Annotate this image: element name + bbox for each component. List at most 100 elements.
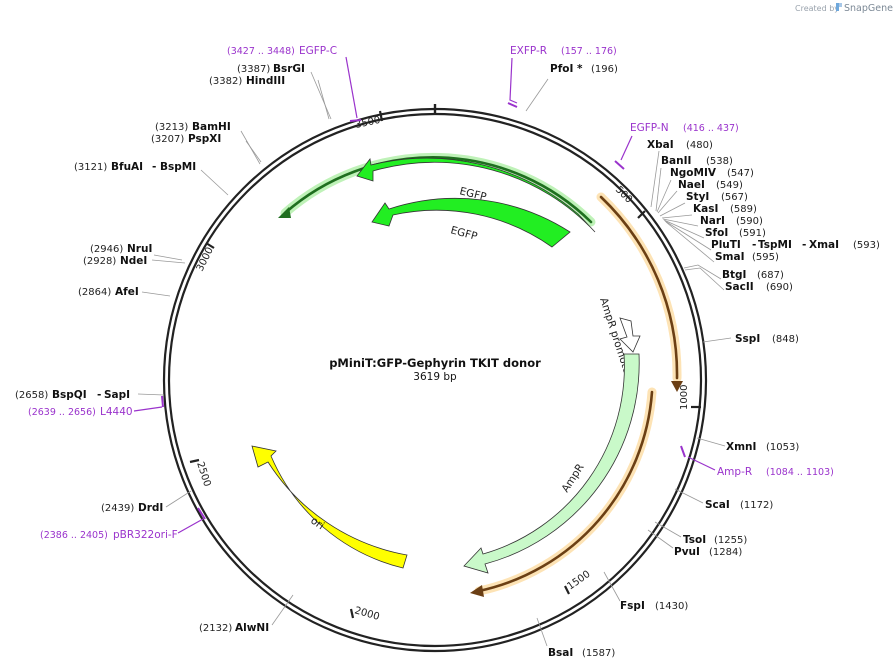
site-nari[interactable]: NarI (590) xyxy=(700,215,763,227)
primer-egfp-n[interactable]: EGFP-N (416 .. 437) xyxy=(614,122,739,170)
site-btgi[interactable]: BtgI (687) xyxy=(722,269,784,281)
primer-exfp-r[interactable]: EXFP-R (157 .. 176) xyxy=(507,45,617,108)
site-position: (3207) xyxy=(151,134,184,145)
site-position: (589) xyxy=(730,204,757,215)
site-xmni[interactable]: XmnI (1053) xyxy=(726,441,799,453)
site-afei[interactable]: (2864) AfeI xyxy=(78,286,139,298)
site-xbai[interactable]: XbaI (480) xyxy=(647,139,713,151)
site-name: BtgI xyxy=(722,269,746,281)
primer-leader xyxy=(509,57,518,104)
ampr-promoter-arrow xyxy=(619,317,641,353)
site-name: NgoMIV xyxy=(670,167,717,179)
plasmid-name: pMiniT:GFP-Gephyrin TKIT donor xyxy=(329,356,541,370)
site-pluti-tspmi-xmai[interactable]: PluTI - TspMI - XmaI (593) xyxy=(711,239,880,251)
site-ngomiv[interactable]: NgoMIV (547) xyxy=(670,167,754,179)
site-ndei[interactable]: (2928) NdeI xyxy=(83,255,147,267)
site-position: (2864) xyxy=(78,287,111,298)
site-styi[interactable]: StyI (567) xyxy=(686,191,748,203)
site-bsai[interactable]: BsaI (1587) xyxy=(548,647,615,659)
site-position: (3121) xyxy=(74,162,107,173)
primer-amp-r[interactable]: Amp-R (1084 .. 1103) xyxy=(680,445,834,478)
primer-range: (2386 .. 2405) xyxy=(40,530,108,541)
site-name-2: TspMI xyxy=(758,239,792,251)
site-leader xyxy=(525,78,549,112)
primer-range: (2639 .. 2656) xyxy=(28,407,96,418)
primer-leader xyxy=(687,456,716,471)
site-name: XmnI xyxy=(726,441,756,453)
site-separator: - xyxy=(152,161,156,173)
site-bfuai-bspmi[interactable]: (3121) BfuAI - BspMI xyxy=(74,161,196,173)
site-name: DrdI xyxy=(138,502,163,514)
site-position: (2439) xyxy=(101,503,134,514)
site-position: (1053) xyxy=(766,442,799,453)
site-name: SacII xyxy=(725,281,754,293)
site-scai[interactable]: ScaI (1172) xyxy=(705,499,773,511)
site-name: SmaI xyxy=(715,251,745,263)
site-position: (687) xyxy=(757,270,784,281)
site-name: KasI xyxy=(693,203,718,215)
site-bsrgi[interactable]: (3387) BsrGI xyxy=(237,63,305,75)
site-name: SspI xyxy=(735,333,760,345)
primer-range: (157 .. 176) xyxy=(561,46,617,57)
site-position: (591) xyxy=(739,228,766,239)
site-pspxi[interactable]: (3207) PspXI xyxy=(151,133,221,145)
primer-mark xyxy=(680,445,686,458)
features: EGFP EGFP AmpR promoter AmpR ori xyxy=(251,152,683,597)
site-name: BamHI xyxy=(192,121,231,133)
site-drdi[interactable]: (2439) DrdI xyxy=(101,502,163,514)
plasmid-title: pMiniT:GFP-Gephyrin TKIT donor 3619 bp xyxy=(329,356,541,383)
feature-ampr: AmpR xyxy=(463,353,640,574)
primer-mark xyxy=(161,395,164,408)
site-separator: - xyxy=(752,239,756,251)
site-name: BsrGI xyxy=(273,63,305,75)
tick-500-label: 500 xyxy=(613,184,634,205)
site-naei[interactable]: NaeI (549) xyxy=(678,179,743,191)
site-position: (3387) xyxy=(237,64,270,75)
site-position: (480) xyxy=(686,140,713,151)
primer-name: L4440 xyxy=(100,406,133,418)
site-sspi[interactable]: SspI (848) xyxy=(735,333,799,345)
site-alwni[interactable]: (2132) AlwNI xyxy=(199,622,269,634)
site-name: HindIII xyxy=(246,75,285,87)
site-name: PluTI xyxy=(711,239,741,251)
site-position: (848) xyxy=(772,334,799,345)
site-position: (2946) xyxy=(90,244,123,255)
site-name: AlwNI xyxy=(235,622,269,634)
site-tsoi[interactable]: TsoI (1255) xyxy=(683,534,747,546)
site-position: (590) xyxy=(736,216,763,227)
egfp-thin-arrowhead-icon xyxy=(278,207,291,218)
tick-500-mark xyxy=(637,210,646,219)
site-name: PvuI xyxy=(674,546,700,558)
site-sacii[interactable]: SacII (690) xyxy=(725,281,793,293)
site-name: TsoI xyxy=(683,534,706,546)
site-position: (593) xyxy=(853,240,880,251)
ori-arrow xyxy=(251,445,408,569)
site-pfoi[interactable]: PfoI * (196) xyxy=(525,63,618,112)
tick-3500-mark xyxy=(378,110,384,122)
site-kasi[interactable]: KasI (589) xyxy=(693,203,757,215)
tick-1000: 1000 xyxy=(679,385,701,410)
site-position: (3382) xyxy=(209,76,242,87)
site-sfoi[interactable]: SfoI (591) xyxy=(705,227,766,239)
tick-1500: 1500 xyxy=(564,569,593,595)
site-name: FspI xyxy=(620,600,645,612)
primer-name: Amp-R xyxy=(717,466,752,478)
site-nrui[interactable]: (2946) NruI xyxy=(90,243,152,255)
site-name: AfeI xyxy=(115,286,139,298)
primer-egfp-c[interactable]: (3427 .. 3448) EGFP-C xyxy=(227,45,362,122)
site-bspqi-sapi[interactable]: (2658) BspQI - SapI xyxy=(15,389,130,401)
site-name: NdeI xyxy=(120,255,147,267)
tick-1500-label: 1500 xyxy=(565,569,592,593)
primer-name: EGFP-N xyxy=(630,122,669,134)
site-hindiii[interactable]: (3382) HindIII xyxy=(209,75,285,87)
ampr-arrow xyxy=(463,353,640,574)
primer-l4440[interactable]: (2639 .. 2656) L4440 xyxy=(28,395,164,418)
site-fspi[interactable]: FspI (1430) xyxy=(620,600,688,612)
site-banii[interactable]: BanII (538) xyxy=(661,155,733,167)
site-bamhi[interactable]: (3213) BamHI xyxy=(155,121,231,133)
site-smai[interactable]: SmaI (595) xyxy=(715,251,779,263)
orange-arrowhead-lower-icon xyxy=(470,585,484,597)
site-position: (595) xyxy=(752,252,779,263)
primer-pbr322ori-f[interactable]: (2386 .. 2405) pBR322ori-F xyxy=(40,507,206,541)
site-pvui[interactable]: PvuI (1284) xyxy=(674,546,742,558)
